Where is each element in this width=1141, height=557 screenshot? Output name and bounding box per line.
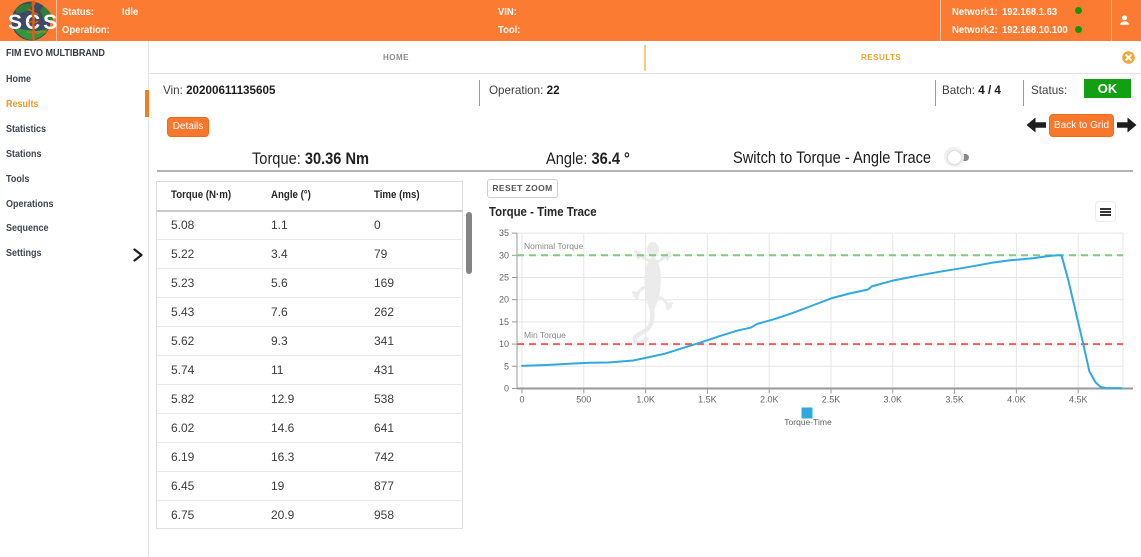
svg-text:0: 0 — [504, 384, 509, 394]
svg-text:10: 10 — [499, 339, 509, 349]
svg-text:1.5K: 1.5K — [698, 395, 717, 405]
svg-text:15: 15 — [499, 317, 509, 327]
svg-text:500: 500 — [576, 395, 591, 405]
svg-text:3.0K: 3.0K — [884, 395, 903, 405]
svg-text:Torque-Time: Torque-Time — [784, 417, 832, 427]
svg-text:Nominal Torque: Nominal Torque — [524, 241, 584, 251]
svg-text:4.5K: 4.5K — [1069, 395, 1088, 405]
svg-text:ConceptReno: ConceptReno — [27, 30, 51, 34]
svg-text:Min Torque: Min Torque — [524, 330, 566, 340]
svg-text:1.0K: 1.0K — [636, 395, 655, 405]
svg-text:35: 35 — [499, 228, 509, 238]
svg-text:0: 0 — [519, 395, 524, 405]
svg-text:25: 25 — [499, 273, 509, 283]
svg-text:20: 20 — [499, 295, 509, 305]
svg-text:2.0K: 2.0K — [760, 395, 779, 405]
svg-text:5: 5 — [504, 361, 509, 371]
svg-text:4.0K: 4.0K — [1007, 395, 1026, 405]
svg-text:2.5K: 2.5K — [822, 395, 841, 405]
svg-text:30: 30 — [499, 250, 509, 260]
svg-text:3.5K: 3.5K — [945, 395, 964, 405]
